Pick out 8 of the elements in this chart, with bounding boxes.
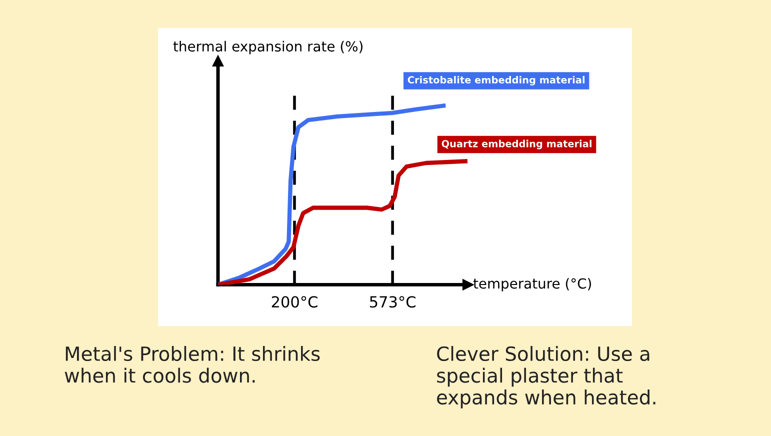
x-tick-label: 573°C bbox=[370, 296, 416, 308]
series-label: Quartz embedding material bbox=[442, 140, 592, 150]
text: Clever Solution: Use a special plaster that expands when heated. bbox=[437, 346, 656, 408]
x-axis-title: temperature (°C) bbox=[473, 278, 591, 292]
text: Cristobalite embedding material bbox=[408, 76, 584, 86]
y-axis-title: thermal expansion rate (%) bbox=[173, 40, 363, 54]
text: Metal's Problem: It shrinks when it cools down. bbox=[64, 346, 320, 383]
x-tick-label: 200°C bbox=[272, 296, 318, 308]
